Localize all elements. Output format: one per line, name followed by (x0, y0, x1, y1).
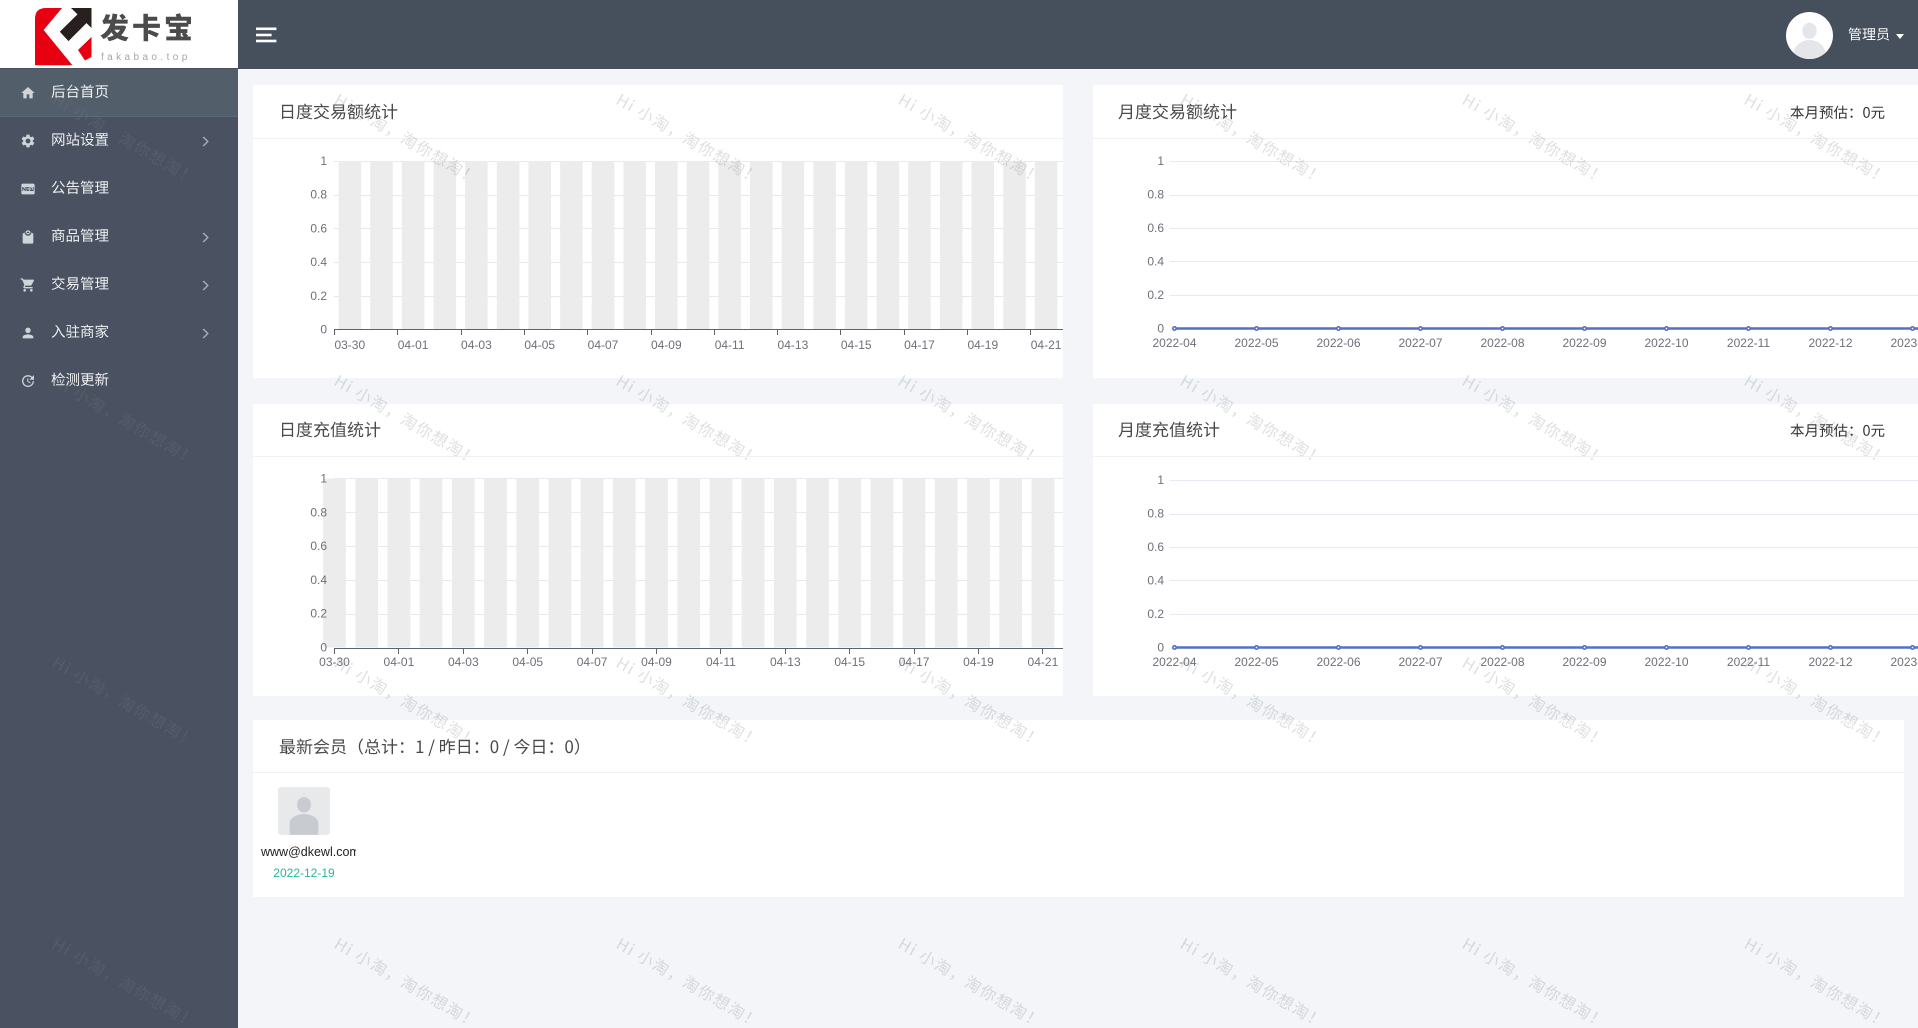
svg-text:0: 0 (320, 641, 327, 655)
svg-text:1: 1 (1157, 473, 1164, 487)
svg-text:04-15: 04-15 (834, 655, 865, 669)
svg-text:0.8: 0.8 (310, 505, 327, 519)
svg-text:0.2: 0.2 (1147, 607, 1164, 621)
svg-text:04-21: 04-21 (1028, 655, 1059, 669)
svg-text:2022-12: 2022-12 (1808, 655, 1852, 669)
svg-text:04-19: 04-19 (963, 655, 994, 669)
svg-text:0.6: 0.6 (310, 539, 327, 553)
svg-text:2022-09: 2022-09 (1562, 655, 1606, 669)
svg-text:1: 1 (320, 154, 327, 168)
svg-text:0.4: 0.4 (310, 255, 327, 269)
svg-text:04-17: 04-17 (899, 655, 930, 669)
svg-text:2022-07: 2022-07 (1398, 336, 1442, 350)
svg-text:0.2: 0.2 (310, 607, 327, 621)
svg-text:0.2: 0.2 (1147, 288, 1164, 302)
svg-text:1: 1 (320, 472, 327, 486)
svg-text:04-03: 04-03 (461, 338, 492, 352)
svg-text:0: 0 (1157, 641, 1164, 655)
svg-text:04-07: 04-07 (588, 338, 619, 352)
svg-text:04-11: 04-11 (715, 338, 745, 352)
svg-text:0.8: 0.8 (1147, 507, 1164, 521)
svg-text:04-17: 04-17 (904, 338, 935, 352)
svg-text:04-21: 04-21 (1031, 338, 1062, 352)
svg-text:04-01: 04-01 (398, 338, 429, 352)
svg-text:03-30: 03-30 (334, 338, 365, 352)
svg-text:2022-12: 2022-12 (1808, 336, 1852, 350)
svg-text:2022-08: 2022-08 (1480, 655, 1524, 669)
svg-text:0.4: 0.4 (1147, 574, 1164, 588)
svg-text:0: 0 (320, 323, 327, 337)
svg-text:2022-09: 2022-09 (1562, 336, 1606, 350)
svg-text:04-15: 04-15 (841, 338, 872, 352)
svg-text:0: 0 (1157, 322, 1164, 336)
svg-text:0.4: 0.4 (1147, 255, 1164, 269)
svg-text:2022-06: 2022-06 (1316, 336, 1360, 350)
svg-text:0.6: 0.6 (1147, 540, 1164, 554)
svg-text:04-09: 04-09 (641, 655, 672, 669)
svg-text:2022-08: 2022-08 (1480, 336, 1524, 350)
svg-text:04-01: 04-01 (384, 655, 415, 669)
svg-text:1: 1 (1157, 154, 1164, 168)
svg-text:2022-04: 2022-04 (1152, 655, 1196, 669)
svg-text:0.8: 0.8 (1147, 188, 1164, 202)
svg-text:0.6: 0.6 (1147, 221, 1164, 235)
svg-text:04-09: 04-09 (651, 338, 682, 352)
svg-text:04-05: 04-05 (512, 655, 543, 669)
svg-text:2023-01: 2023-01 (1890, 655, 1918, 669)
svg-text:04-13: 04-13 (778, 338, 809, 352)
svg-text:03-30: 03-30 (319, 655, 350, 669)
svg-text:0.6: 0.6 (310, 221, 327, 235)
svg-text:04-11: 04-11 (706, 655, 736, 669)
svg-text:04-19: 04-19 (967, 338, 998, 352)
svg-text:2022-06: 2022-06 (1316, 655, 1360, 669)
svg-text:2022-05: 2022-05 (1234, 336, 1278, 350)
svg-text:04-05: 04-05 (524, 338, 555, 352)
svg-text:2022-07: 2022-07 (1398, 655, 1442, 669)
svg-text:2022-10: 2022-10 (1644, 336, 1688, 350)
svg-text:2023-01: 2023-01 (1890, 336, 1918, 350)
svg-text:0.2: 0.2 (310, 289, 327, 303)
svg-text:2022-11: 2022-11 (1727, 655, 1770, 669)
svg-text:2022-04: 2022-04 (1152, 336, 1196, 350)
svg-text:0.8: 0.8 (310, 188, 327, 202)
svg-text:04-03: 04-03 (448, 655, 479, 669)
svg-text:2022-10: 2022-10 (1644, 655, 1688, 669)
svg-text:2022-11: 2022-11 (1727, 336, 1770, 350)
svg-text:2022-05: 2022-05 (1234, 655, 1278, 669)
svg-text:04-13: 04-13 (770, 655, 801, 669)
svg-text:0.4: 0.4 (310, 573, 327, 587)
svg-text:04-07: 04-07 (577, 655, 608, 669)
